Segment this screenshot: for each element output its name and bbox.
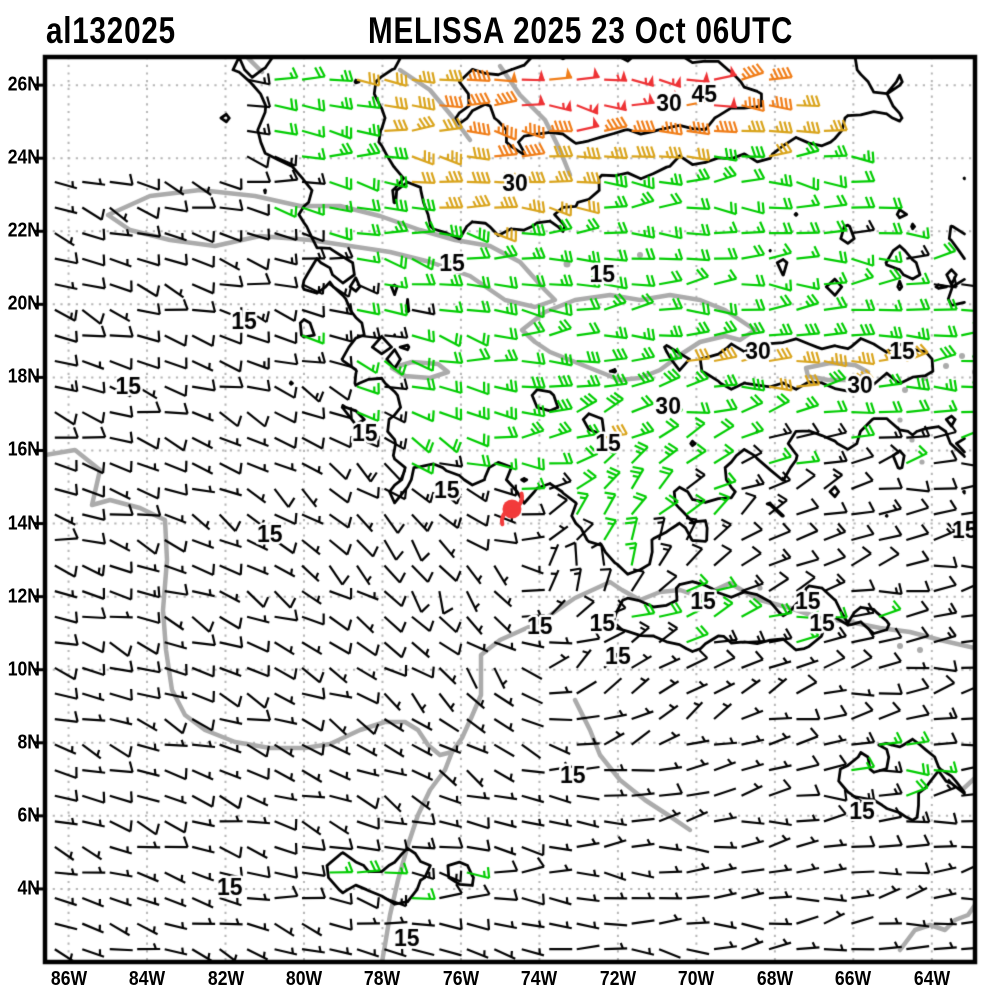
x-axis-label: 70W <box>678 968 715 989</box>
x-axis-label: 82W <box>207 968 244 989</box>
y-axis-label: 10N <box>7 658 41 681</box>
y-axis-label: 26N <box>7 73 41 96</box>
x-axis-label: 68W <box>756 968 793 989</box>
y-axis-label: 6N <box>17 804 40 827</box>
x-axis-label: 78W <box>364 968 401 989</box>
x-axis-label: 76W <box>442 968 480 989</box>
y-axis-label: 12N <box>7 585 41 608</box>
x-axis-label: 80W <box>285 968 323 989</box>
x-axis-label: 74W <box>521 968 558 989</box>
y-axis-label: 8N <box>17 731 40 754</box>
y-axis-label: 24N <box>7 146 41 169</box>
y-axis-label: 14N <box>7 512 41 535</box>
y-axis-label: 22N <box>7 219 41 242</box>
x-axis-label: 86W <box>50 968 87 989</box>
y-axis-label: 20N <box>7 292 41 315</box>
x-axis-label: 64W <box>913 968 950 989</box>
x-axis-label: 66W <box>835 968 872 989</box>
x-axis-label: 84W <box>128 968 166 989</box>
y-axis-label: 18N <box>7 365 41 388</box>
y-axis-label: 16N <box>7 438 41 461</box>
y-axis-label: 4N <box>17 877 40 900</box>
x-axis-label: 72W <box>599 968 637 989</box>
